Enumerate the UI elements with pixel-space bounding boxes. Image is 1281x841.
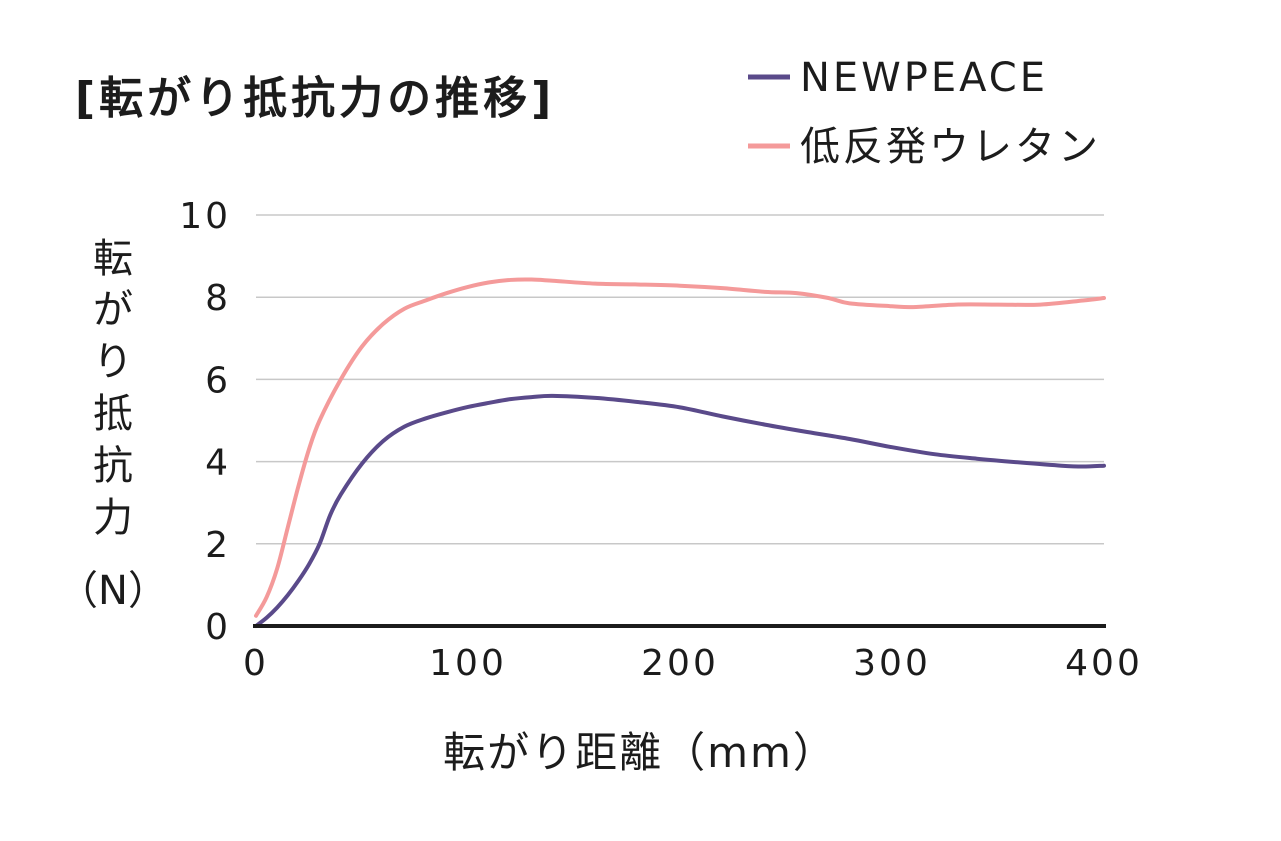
y-tick-2: 2	[205, 525, 231, 566]
x-tick-0: 0	[243, 643, 269, 684]
y-label-char-3: 抵	[93, 391, 133, 437]
y-tick-labels: 0 2 4 6 8 10	[179, 196, 231, 648]
x-tick-400: 400	[1065, 643, 1143, 684]
series-line-newpeace	[254, 393, 1106, 628]
series-lines	[254, 277, 1106, 628]
legend: NEWPEACE 低反発ウレタン	[748, 55, 1101, 170]
y-label-char-6: （N）	[58, 568, 168, 614]
y-tick-4: 4	[205, 443, 231, 484]
x-tick-100: 100	[429, 643, 507, 684]
series-line-urethane	[254, 277, 1106, 618]
x-tick-300: 300	[853, 643, 931, 684]
legend-label-newpeace: NEWPEACE	[800, 55, 1048, 101]
chart-title: [転がり抵抗力の推移]	[75, 73, 555, 124]
y-label-char-0: 転	[93, 236, 133, 282]
y-label-char-5: 力	[93, 495, 133, 541]
legend-label-urethane: 低反発ウレタン	[800, 124, 1101, 170]
y-tick-6: 6	[205, 360, 231, 401]
y-axis-label: 転がり抵抗力 （N）	[58, 236, 168, 614]
y-tick-8: 8	[205, 278, 231, 319]
gridlines	[256, 214, 1104, 545]
y-tick-10: 10	[179, 196, 231, 237]
y-label-char-1: が	[93, 287, 133, 333]
y-label-char-4: 抗	[93, 443, 133, 489]
x-axis-label: 転がり距離（mm）	[443, 728, 837, 777]
y-tick-0: 0	[205, 607, 231, 648]
x-tick-200: 200	[641, 643, 719, 684]
x-tick-labels: 0 100 200 300 400	[243, 643, 1143, 684]
y-label-char-2: り	[93, 339, 133, 385]
